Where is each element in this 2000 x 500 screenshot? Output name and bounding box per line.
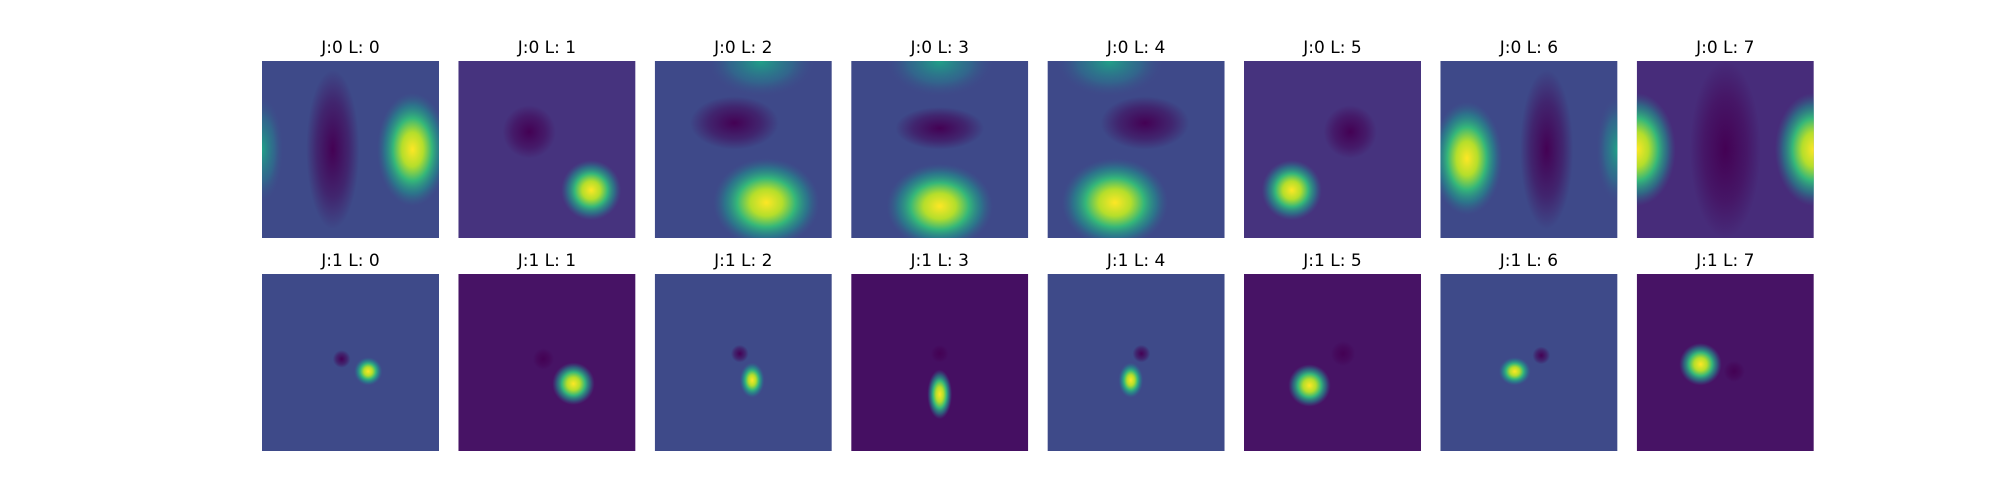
- panel-background: [851, 274, 1029, 451]
- panel-blob: [332, 350, 351, 368]
- panel-title: J:0 L: 4: [1106, 38, 1165, 58]
- panel-title: J:1 L: 1: [517, 251, 576, 271]
- panel-image: [1244, 274, 1421, 451]
- panel-blob: [1056, 61, 1163, 97]
- panel-blob: [502, 105, 556, 159]
- panel-blob: [561, 160, 622, 221]
- panel-title: J:0 L: 0: [320, 38, 379, 58]
- panel-blob: [1498, 357, 1531, 386]
- panel-title: J:0 L: 3: [910, 38, 969, 58]
- panel-blob: [1261, 160, 1322, 221]
- panel-blob: [713, 158, 820, 238]
- panel-blob: [895, 107, 984, 150]
- panel-blob: [1689, 61, 1761, 238]
- panel-image: [1440, 274, 1618, 451]
- panel-background: [1047, 274, 1225, 451]
- panel-blob: [707, 61, 815, 97]
- panel-blob: [930, 344, 949, 363]
- panel-blob: [262, 96, 284, 203]
- panel-blob: [739, 362, 765, 398]
- panel-blob: [730, 344, 749, 363]
- panel-image: [851, 274, 1029, 451]
- panel-blob: [1330, 341, 1356, 367]
- panel-image: [654, 274, 832, 451]
- panel-background: [654, 274, 832, 451]
- panel-background: [1636, 274, 1814, 451]
- panel-title: J:1 L: 6: [1499, 251, 1558, 271]
- panel-blob: [1118, 362, 1144, 398]
- panel-title: J:1 L: 2: [713, 251, 772, 271]
- panel-blob: [1679, 343, 1722, 386]
- panel-blob: [1774, 92, 1814, 207]
- panel-blob: [927, 369, 953, 420]
- panel-blob: [1288, 364, 1331, 407]
- panel-image: [654, 61, 832, 238]
- panel-blob: [1532, 346, 1551, 365]
- panel-blob: [1440, 101, 1503, 215]
- panel-background: [262, 274, 439, 451]
- panel-image: [851, 61, 1029, 238]
- panel-image: [262, 61, 439, 238]
- panel-image: [458, 61, 636, 238]
- panel-blob: [306, 69, 360, 230]
- panel-title: J:1 L: 4: [1106, 251, 1165, 271]
- panel-blob: [1061, 158, 1168, 238]
- panel-background: [1244, 274, 1421, 451]
- panel-image: [262, 274, 439, 451]
- panel-image: [1636, 61, 1814, 238]
- panel-title: J:1 L: 0: [320, 251, 379, 271]
- panel-image: [1244, 61, 1421, 238]
- panel-blob: [1100, 96, 1190, 150]
- panel-blob: [377, 92, 439, 207]
- panel-blob: [1132, 344, 1151, 363]
- panel-image: [458, 274, 636, 451]
- panel-blob: [886, 163, 993, 238]
- panel-blob: [1323, 105, 1377, 159]
- panel-blob: [1596, 96, 1618, 203]
- panel-blob: [354, 357, 383, 386]
- panel-blob: [1723, 360, 1745, 382]
- panel-blob: [886, 61, 993, 97]
- panel-title: J:1 L: 7: [1695, 251, 1754, 271]
- panel-title: J:0 L: 2: [713, 38, 772, 58]
- panel-image: [1047, 274, 1225, 451]
- panel-title: J:1 L: 3: [910, 251, 969, 271]
- panel-blob: [532, 348, 554, 370]
- panel-image: [1047, 61, 1225, 238]
- panel-blob: [690, 96, 779, 150]
- panel-blob: [552, 362, 595, 405]
- panel-title: J:1 L: 5: [1302, 251, 1361, 271]
- panel-blob: [1520, 69, 1574, 230]
- panel-title: J:0 L: 6: [1499, 38, 1558, 58]
- panel-image: [1636, 274, 1814, 451]
- panel-background: [1440, 274, 1618, 451]
- panel-title: J:0 L: 5: [1302, 38, 1361, 58]
- panel-image: [1440, 61, 1618, 238]
- panel-title: J:0 L: 7: [1695, 38, 1754, 58]
- panel-blob: [1636, 92, 1676, 207]
- panel-title: J:0 L: 1: [517, 38, 576, 58]
